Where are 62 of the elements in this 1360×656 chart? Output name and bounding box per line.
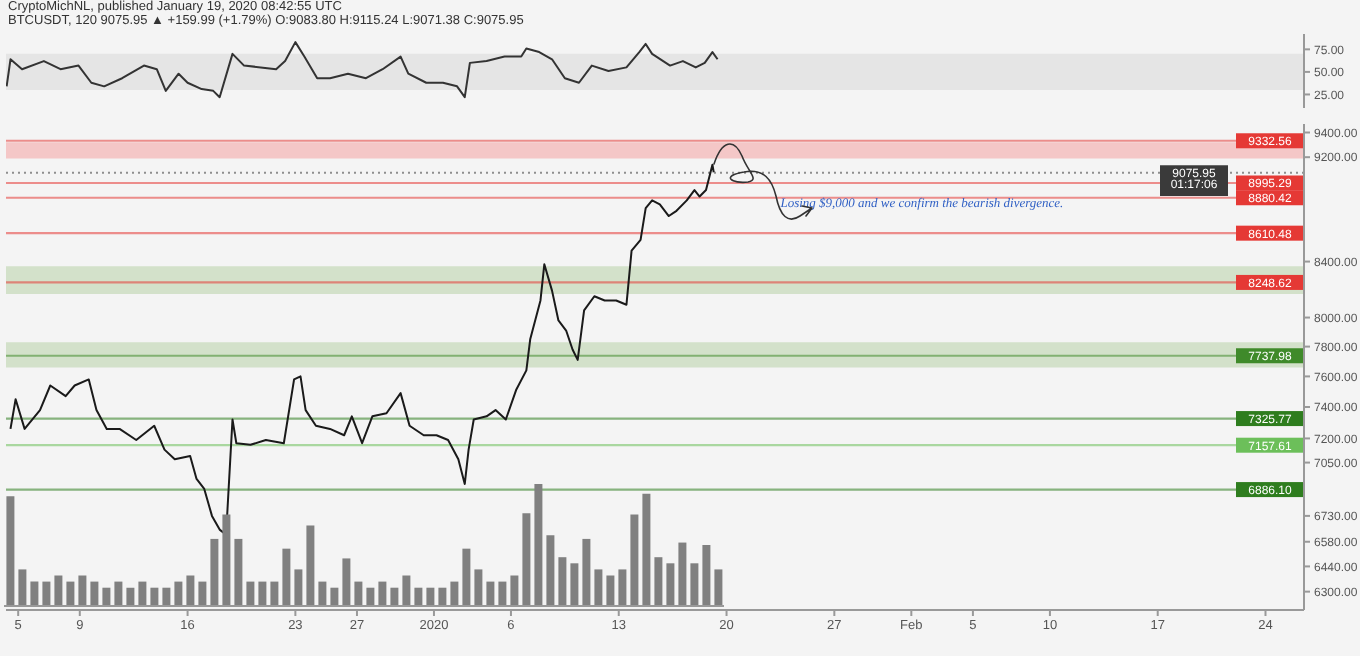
bar xyxy=(390,587,399,606)
bar xyxy=(258,581,267,606)
bar xyxy=(234,538,243,606)
bar xyxy=(30,581,39,606)
bar xyxy=(42,581,51,606)
bar xyxy=(654,557,663,606)
bar xyxy=(138,581,147,606)
bar xyxy=(246,581,255,606)
bar xyxy=(414,587,423,606)
bar xyxy=(126,587,135,606)
bar xyxy=(186,575,195,606)
bar xyxy=(606,575,615,606)
bar xyxy=(114,581,123,606)
bar xyxy=(630,514,639,606)
bar xyxy=(150,587,159,606)
bar xyxy=(462,548,471,606)
bar xyxy=(510,575,519,606)
bar xyxy=(330,587,339,606)
line-series xyxy=(9,163,715,536)
bar xyxy=(294,569,303,606)
bar xyxy=(402,575,411,606)
bar xyxy=(558,557,567,606)
bar xyxy=(582,538,591,606)
bar xyxy=(690,563,699,606)
bar xyxy=(270,581,279,606)
bar xyxy=(702,545,711,606)
bar xyxy=(78,575,87,606)
bar xyxy=(618,569,627,606)
bar xyxy=(714,569,723,606)
bar xyxy=(342,558,351,606)
bar xyxy=(522,513,531,606)
bar xyxy=(642,493,651,606)
bar xyxy=(90,581,99,606)
bar xyxy=(54,575,63,606)
bar xyxy=(102,587,111,606)
line-series xyxy=(6,41,719,99)
bar xyxy=(366,587,375,606)
bar xyxy=(594,569,603,606)
bar xyxy=(486,581,495,606)
bar xyxy=(354,581,363,606)
bar xyxy=(546,535,555,606)
bar xyxy=(174,581,183,606)
bar xyxy=(162,587,171,606)
bar xyxy=(222,514,231,606)
bar xyxy=(318,581,327,606)
bar xyxy=(378,581,387,606)
bar xyxy=(210,538,219,606)
bar xyxy=(678,542,687,606)
bar xyxy=(534,484,543,606)
bar xyxy=(18,569,27,606)
bar xyxy=(306,525,315,606)
bar xyxy=(498,581,507,606)
bar xyxy=(570,563,579,606)
bar xyxy=(666,563,675,606)
bar xyxy=(282,548,291,606)
bar xyxy=(6,496,15,606)
bar xyxy=(198,581,207,606)
bar xyxy=(426,587,435,606)
bar xyxy=(474,569,483,606)
bar xyxy=(438,587,447,606)
bar xyxy=(66,581,75,606)
bar xyxy=(450,581,459,606)
